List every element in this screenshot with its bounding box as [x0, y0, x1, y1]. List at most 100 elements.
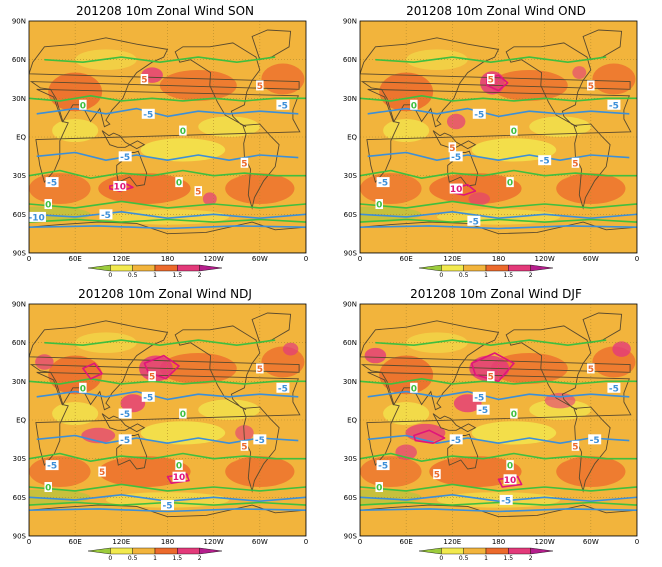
contour-label-box: [175, 177, 183, 188]
contour-label-box: [510, 408, 518, 419]
contour-label: 5: [241, 442, 247, 452]
contour-label-box: [79, 99, 87, 110]
contour-label-box: [118, 151, 132, 162]
longitude-tick-label: 60E: [68, 538, 81, 546]
contour-label-box: [449, 434, 463, 445]
contour-label: 5: [141, 76, 147, 86]
contour-label: -5: [609, 101, 619, 111]
coastline-africa: [35, 88, 301, 184]
wind-speed-shading: [29, 456, 91, 488]
contour-label: 10: [450, 185, 463, 195]
coastline-s-america: [242, 406, 280, 493]
colorbar-segment: [441, 547, 464, 555]
contour-label-box: [607, 382, 621, 393]
coastline-indonesia: [432, 413, 477, 433]
latitude-tick-label: EQ: [16, 417, 26, 425]
longitude-tick-label: 0: [358, 255, 362, 263]
wind-speed-shading: [592, 63, 636, 95]
map-svg: 201208 10m Zonal Wind NDJ 0 0 5 -5 -5 0 5 -5 0 -5 1…: [12, 287, 308, 562]
latitude-tick-label: 90S: [344, 533, 358, 541]
latitude-tick-label: 90S: [344, 250, 358, 258]
contour-label: 5: [488, 76, 494, 86]
contour-label: 0: [411, 384, 417, 394]
colorbar-segment: [154, 264, 178, 272]
coastline-s-america: [242, 123, 280, 210]
coastline-eurasia: [29, 320, 300, 411]
longitude-tick-label: 0: [304, 255, 308, 263]
wind-contour: [360, 95, 637, 102]
map-frame: [28, 303, 307, 537]
latitude-tick-label: 60N: [12, 339, 26, 347]
contour-label-box: [140, 74, 149, 84]
colorbar-tick-label: 0: [439, 272, 443, 279]
coastline-eurasia: [29, 37, 300, 128]
latitude-tick-label: 60N: [343, 56, 357, 64]
longitude-tick-label: 0: [27, 538, 31, 546]
panel-title: 201208 10m Zonal Wind OND: [406, 4, 586, 18]
map-frame: [28, 20, 307, 254]
contour-label-box: [376, 460, 390, 471]
longitude-tick-label: 120W: [204, 538, 224, 546]
map-panel-ndj: 201208 10m Zonal Wind NDJ 0 0 5 -5 -5 0 5 -5 0 -5 1…: [0, 283, 331, 566]
wind-speed-shading: [52, 401, 99, 426]
contour-label: 5: [449, 144, 455, 154]
contour-label: -5: [278, 101, 288, 111]
contour-label-box: [179, 408, 187, 419]
colorbar-segment: [177, 547, 200, 555]
coastline-africa: [366, 371, 632, 467]
wind-contour: [36, 151, 299, 161]
wind-contour: [360, 225, 637, 230]
contour-label: -5: [378, 462, 388, 472]
contour-label-box: [253, 434, 267, 445]
wind-speed-shading: [529, 399, 591, 420]
colorbar-segment: [508, 264, 531, 272]
colorbar-segment: [177, 264, 200, 272]
colorbar-segment: [530, 547, 554, 555]
contour-label-box: [141, 108, 155, 119]
latitude-tick-label: 30S: [344, 455, 358, 463]
wind-contour: [413, 429, 446, 444]
contour-label-box: [506, 177, 514, 188]
colorbar-segment: [199, 547, 223, 555]
wind-speed-shading: [202, 192, 217, 206]
latitude-tick-label: 90S: [13, 250, 27, 258]
longitude-tick-label: 0: [304, 538, 308, 546]
contour-label: 5: [488, 373, 494, 383]
contour-label: 5: [572, 159, 578, 169]
colorbar-segment: [87, 547, 111, 555]
latitude-tick-label: 90N: [12, 18, 26, 26]
colorbar-tick-label: 2: [198, 272, 202, 279]
contour-label: -5: [378, 179, 388, 189]
colorbar-tick-label: 1: [484, 555, 488, 562]
wind-speed-shading: [198, 157, 245, 181]
contour-label: 0: [511, 127, 517, 137]
latitude-tick-label: 60S: [13, 211, 27, 219]
contour-label: -5: [47, 179, 57, 189]
wind-contour: [29, 95, 306, 102]
wind-contour: [29, 483, 306, 492]
wind-contour: [375, 339, 607, 347]
longitude-tick-label: 180: [161, 538, 174, 546]
wind-speed-shading: [446, 113, 466, 130]
wind-speed-shading: [529, 116, 591, 137]
colorbar-tick-label: 2: [529, 272, 533, 279]
wind-contour: [360, 211, 637, 219]
longitude-tick-label: 0: [635, 538, 639, 546]
contour-label: -10: [29, 213, 45, 223]
wind-contour: [29, 200, 306, 209]
contour-label: 0: [376, 201, 382, 211]
contour-label: -5: [47, 462, 57, 472]
contour-label-box: [113, 180, 127, 191]
contour-label-box: [587, 80, 595, 91]
colorbar-segment: [530, 264, 554, 272]
coastline-eurasia: [360, 320, 631, 411]
contour-label-box: [410, 99, 418, 110]
wind-speed-shading: [612, 341, 631, 357]
wind-contour: [360, 378, 637, 385]
contour-label-box: [99, 209, 113, 220]
longitude-tick-label: 60W: [583, 255, 599, 263]
wind-speed-shading: [29, 173, 91, 205]
contour-label-box: [449, 151, 463, 162]
wind-contour: [29, 378, 306, 385]
latitude-tick-label: 30S: [344, 172, 358, 180]
